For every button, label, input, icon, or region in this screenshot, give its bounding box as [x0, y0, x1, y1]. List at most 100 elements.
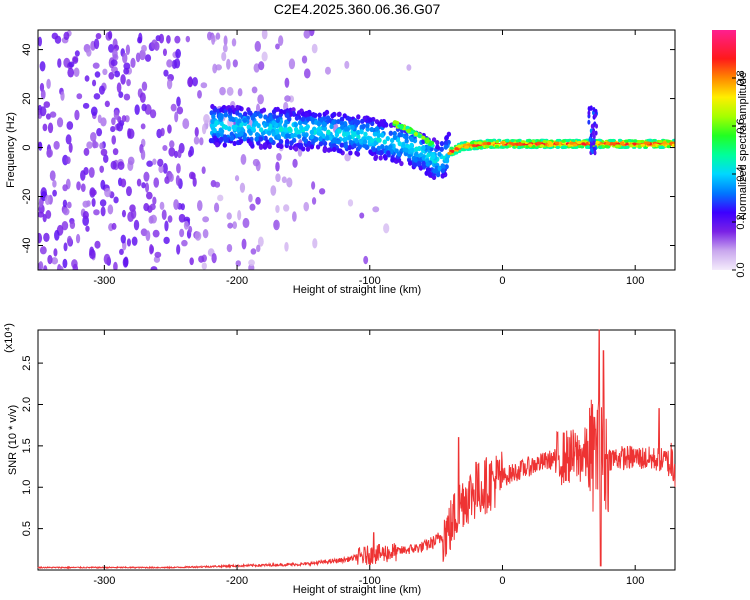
spectrogram-cell [121, 115, 127, 122]
spectrogram-cell [60, 91, 65, 101]
spectrogram-cell [222, 44, 228, 53]
spectrogram-cell [91, 198, 96, 207]
spectrogram-cell [144, 54, 152, 62]
spectrogram-cell [439, 140, 445, 147]
snr-x-tick-label: 0 [499, 575, 505, 587]
spectrogram-cell [632, 142, 637, 146]
spectrogram-cell [352, 143, 357, 149]
colorbar-ticks: 0.0 0.2 0.4 0.6 0.8 [732, 70, 747, 278]
spectrogram-cell [127, 156, 135, 166]
spectrogram-cell [116, 82, 122, 93]
spectrogram-cell [176, 163, 181, 174]
spectrogram-cell [629, 144, 634, 148]
spectrogram-cell [67, 67, 75, 78]
spectrogram-cell [258, 113, 263, 119]
spectrogram-cell [362, 143, 368, 149]
spectrogram-cell [318, 136, 323, 142]
spectrogram-cell [561, 139, 566, 143]
colorbar-tick-label: 0.0 [735, 262, 747, 277]
spectrogram-cell [536, 139, 542, 143]
spectrogram-cell [188, 225, 193, 234]
spectrogram-cell [425, 161, 431, 167]
snr-y-tick-label: 1.0 [21, 480, 33, 495]
spectrogram-y-label: Frequency (Hz) [5, 112, 17, 188]
spectrogram-cell [276, 152, 282, 161]
colorbar-gradient [712, 30, 736, 270]
snr-x-tick-label: -100 [359, 575, 381, 587]
spectrogram-cell [54, 229, 60, 241]
spectrogram-cell [527, 139, 532, 143]
spectrogram-cell [75, 233, 81, 244]
spectrogram-cell [356, 114, 361, 120]
spectrogram-cell [312, 238, 318, 249]
spectrogram-cell [69, 220, 76, 230]
spectrogram-cell [86, 48, 92, 57]
spectrogram-cell [268, 137, 274, 143]
spectrogram-cell [227, 126, 232, 132]
spectrogram-cell [590, 123, 594, 129]
spectrogram-cell [594, 112, 598, 118]
spectrogram-cell [238, 138, 244, 144]
spectrogram-cell [236, 126, 241, 132]
spectrogram-cell [258, 61, 265, 71]
spectrogram-cell [89, 249, 96, 260]
spectrogram-cell [331, 112, 336, 118]
snr-x-tick-label: 100 [626, 575, 644, 587]
spectrogram-cell [62, 207, 70, 216]
spectrogram-cell [158, 165, 164, 174]
spectrogram-y-tick-label: -40 [21, 238, 33, 254]
spectrogram-cell [38, 199, 43, 208]
spectrogram-cell [347, 199, 354, 207]
spectrogram-cell [324, 109, 330, 115]
spectrogram-cell [275, 205, 280, 214]
spectrogram-cell [303, 30, 311, 39]
spectrogram-cell [569, 141, 574, 145]
spectrogram-cell [108, 44, 115, 53]
spectrogram-cell [472, 147, 477, 151]
spectrogram-cell [125, 44, 131, 56]
spectrogram-cell [311, 197, 317, 205]
spectrogram-cell [619, 141, 625, 145]
spectrogram-cell [146, 160, 154, 167]
spectrogram-cell [66, 121, 74, 130]
spectrogram-cell [325, 135, 330, 141]
spectrogram-cell [44, 194, 51, 206]
spectrogram-cell [386, 150, 391, 156]
spectrogram-cell [237, 209, 242, 221]
spectrogram-cell [608, 141, 614, 145]
spectrogram-cell [66, 156, 71, 165]
spectrogram-cell [276, 133, 281, 140]
spectrogram-y-tick-label: 20 [21, 92, 33, 104]
spectrogram-cell [440, 168, 446, 174]
spectrogram-cell [359, 212, 365, 219]
spectrogram-cell [100, 206, 106, 217]
spectrogram-cell [131, 236, 138, 246]
spectrogram-cell [671, 143, 675, 147]
spectrogram-cell [348, 150, 353, 156]
spectrogram-cell [248, 259, 255, 266]
spectrogram-cell [150, 266, 158, 270]
spectrogram-cell [361, 123, 366, 129]
spectrogram-cell [305, 116, 311, 122]
spectrogram-cell [242, 217, 250, 229]
spectrogram-cell [187, 149, 193, 158]
spectrogram-cell [279, 108, 284, 115]
spectrogram-cell [360, 118, 365, 124]
spectrogram-cell [153, 177, 160, 188]
spectrogram-cell [98, 85, 105, 95]
spectrogram-cell [477, 145, 482, 150]
spectrogram-cell [199, 137, 204, 146]
spectrogram-cell [309, 144, 315, 150]
spectrogram-cell [357, 144, 362, 150]
spectrogram-cell [421, 145, 426, 151]
spectrogram-cell [53, 140, 60, 150]
spectrogram-cell [223, 112, 229, 118]
spectrogram-cell [336, 139, 341, 145]
snr-y-tick-label: 1.5 [21, 438, 33, 453]
spectrogram-cell [268, 114, 274, 121]
spectrogram-cell [181, 239, 188, 247]
spectrogram-cell [273, 220, 279, 229]
spectrogram-cell [82, 200, 90, 208]
spectrogram-cell [112, 48, 118, 59]
